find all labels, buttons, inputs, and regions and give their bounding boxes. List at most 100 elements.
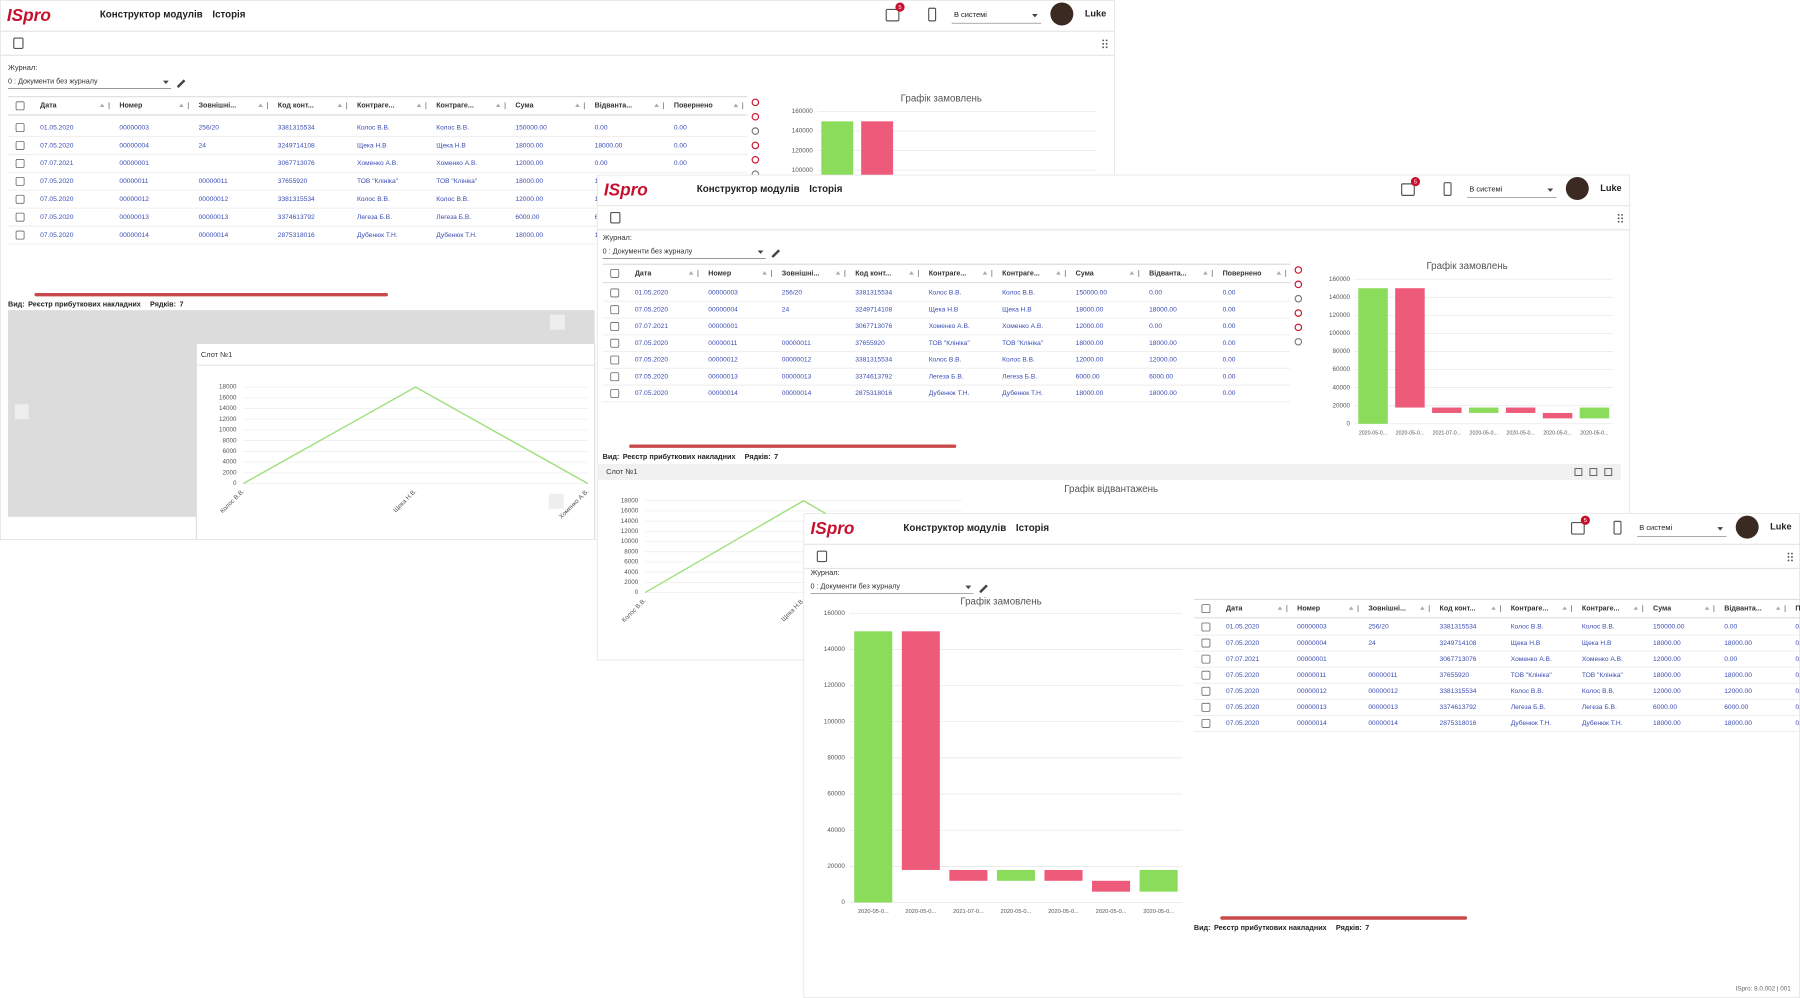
cell[interactable]: Колос В.В. xyxy=(1002,290,1035,297)
cell[interactable]: 3374613792 xyxy=(278,214,315,221)
user-name[interactable]: Luke xyxy=(1600,183,1621,193)
journal-select[interactable]: 0 : Документи без журналу xyxy=(8,77,98,86)
cell[interactable]: Щека Н.В xyxy=(357,142,387,149)
cell[interactable]: Хоменко А.В. xyxy=(1511,656,1552,663)
phone-icon[interactable] xyxy=(928,7,937,22)
cell[interactable]: Легеза Б.В. xyxy=(1511,704,1546,711)
cell[interactable]: 00000011 xyxy=(199,178,228,185)
cell[interactable]: 07.07.2021 xyxy=(635,323,669,330)
cell[interactable]: 07.05.2020 xyxy=(635,306,669,313)
cell[interactable]: 0.00 xyxy=(1223,340,1236,347)
cell[interactable]: 00000013 xyxy=(199,214,229,221)
scrollbar[interactable] xyxy=(34,292,389,297)
cell[interactable]: 3374613792 xyxy=(855,373,892,380)
cell[interactable]: 00000014 xyxy=(1368,720,1398,727)
cell[interactable]: 6000.00 xyxy=(1653,704,1677,711)
notifications-icon[interactable] xyxy=(1401,183,1415,196)
nav-item[interactable]: Історія xyxy=(1016,523,1049,534)
cell[interactable]: 2875318016 xyxy=(1440,720,1477,727)
cell[interactable]: 12000.00 xyxy=(1653,688,1681,695)
cell[interactable]: 01.05.2020 xyxy=(40,124,74,131)
cell[interactable]: 00000003 xyxy=(708,290,738,297)
avatar[interactable] xyxy=(1735,515,1759,539)
cell[interactable]: 18000.00 xyxy=(1724,640,1752,647)
cell[interactable]: 0.00 xyxy=(595,124,608,131)
cell[interactable]: 0.00 xyxy=(595,160,608,167)
cell[interactable]: 07.05.2020 xyxy=(635,373,669,380)
cell[interactable]: Хоменко А.В. xyxy=(436,160,477,167)
nav-item[interactable]: Конструктор модулів xyxy=(100,10,203,21)
checkbox[interactable] xyxy=(610,269,620,278)
status-select[interactable]: В системі xyxy=(954,10,987,19)
cell[interactable]: 3374613792 xyxy=(1440,704,1477,711)
cell[interactable]: 18000.00 xyxy=(595,142,623,149)
cell[interactable]: Легеза Б.В. xyxy=(357,214,392,221)
cell[interactable]: 00000013 xyxy=(708,373,738,380)
column-header[interactable]: Дата xyxy=(40,102,57,110)
cell[interactable]: Щека Н.В xyxy=(436,142,466,149)
column-header[interactable]: Номер xyxy=(1297,605,1321,613)
cell[interactable]: 37655920 xyxy=(1440,672,1470,679)
cell[interactable]: 00000011 xyxy=(1297,672,1326,679)
cell[interactable]: 07.05.2020 xyxy=(40,142,74,149)
cell[interactable]: 00000014 xyxy=(708,390,738,397)
column-header[interactable]: Зовнішні... xyxy=(1368,605,1406,613)
side-tool[interactable] xyxy=(751,98,760,107)
column-header[interactable]: Повернено xyxy=(1223,269,1263,277)
cell[interactable]: 00000001 xyxy=(708,323,738,330)
checkbox[interactable] xyxy=(610,389,620,398)
side-tool[interactable] xyxy=(751,112,760,121)
phone-icon[interactable] xyxy=(1443,182,1452,196)
checkbox[interactable] xyxy=(610,338,620,348)
cell[interactable]: 00000014 xyxy=(1297,720,1327,727)
cell[interactable]: 0.00 xyxy=(674,124,687,131)
cell[interactable]: 18000.00 xyxy=(515,142,543,149)
cell[interactable]: 18000.00 xyxy=(1724,672,1752,679)
cell[interactable]: 3381315534 xyxy=(855,357,892,364)
cell[interactable]: 3067713076 xyxy=(1440,656,1477,663)
side-tool[interactable] xyxy=(1294,266,1303,274)
cell[interactable]: 3067713076 xyxy=(855,323,892,330)
scrollbar[interactable] xyxy=(1220,916,1468,920)
side-tool[interactable] xyxy=(1294,309,1303,317)
panel-toggle[interactable] xyxy=(610,212,621,224)
nav-item[interactable]: Історія xyxy=(809,184,842,195)
slot-maximize[interactable] xyxy=(1589,468,1598,476)
cell[interactable]: 0.00 xyxy=(1223,323,1236,330)
cell[interactable]: 0.00 xyxy=(1795,688,1800,695)
scrollbar[interactable] xyxy=(629,444,957,448)
cell[interactable]: 0.00 xyxy=(1223,373,1236,380)
side-tool[interactable] xyxy=(1294,294,1303,303)
cell[interactable]: 0.00 xyxy=(1223,390,1236,397)
edit-icon[interactable] xyxy=(979,584,988,594)
cell[interactable]: 12000.00 xyxy=(1076,323,1104,330)
avatar[interactable] xyxy=(1565,176,1589,200)
cell[interactable]: Щека Н.В xyxy=(1002,306,1032,313)
cell[interactable]: 07.05.2020 xyxy=(1226,688,1260,695)
nav-item[interactable]: Конструктор модулів xyxy=(697,184,800,195)
cell[interactable]: 18000.00 xyxy=(1653,640,1681,647)
slot-close[interactable] xyxy=(1604,468,1613,476)
cell[interactable]: 00000014 xyxy=(782,390,812,397)
cell[interactable]: 3381315534 xyxy=(1440,688,1477,695)
cell[interactable]: 12000.00 xyxy=(1149,357,1177,364)
cell[interactable]: 00000013 xyxy=(1297,704,1327,711)
cell[interactable]: 2875318016 xyxy=(855,390,892,397)
side-tool[interactable] xyxy=(751,155,760,164)
cell[interactable]: 00000011 xyxy=(708,340,737,347)
cell[interactable]: 00000001 xyxy=(119,160,149,167)
cell[interactable]: ТОВ "Клініка" xyxy=(1582,671,1624,679)
cell[interactable]: 00000011 xyxy=(1368,672,1397,679)
cell[interactable]: ТОВ "Клініка" xyxy=(436,177,478,185)
cell[interactable]: Легеза Б.В. xyxy=(929,373,964,380)
column-header[interactable]: Зовнішні... xyxy=(782,269,820,277)
column-header[interactable]: Контраге... xyxy=(929,269,967,277)
checkbox[interactable] xyxy=(1201,638,1211,648)
cell[interactable]: Легеза Б.В. xyxy=(1002,373,1037,380)
cell[interactable]: 0.00 xyxy=(1795,704,1800,711)
avatar[interactable] xyxy=(1050,2,1074,26)
checkbox[interactable] xyxy=(15,212,25,222)
cell[interactable]: 07.05.2020 xyxy=(40,178,74,185)
checkbox[interactable] xyxy=(1201,670,1211,680)
cell[interactable]: Колос В.В. xyxy=(1582,624,1615,631)
